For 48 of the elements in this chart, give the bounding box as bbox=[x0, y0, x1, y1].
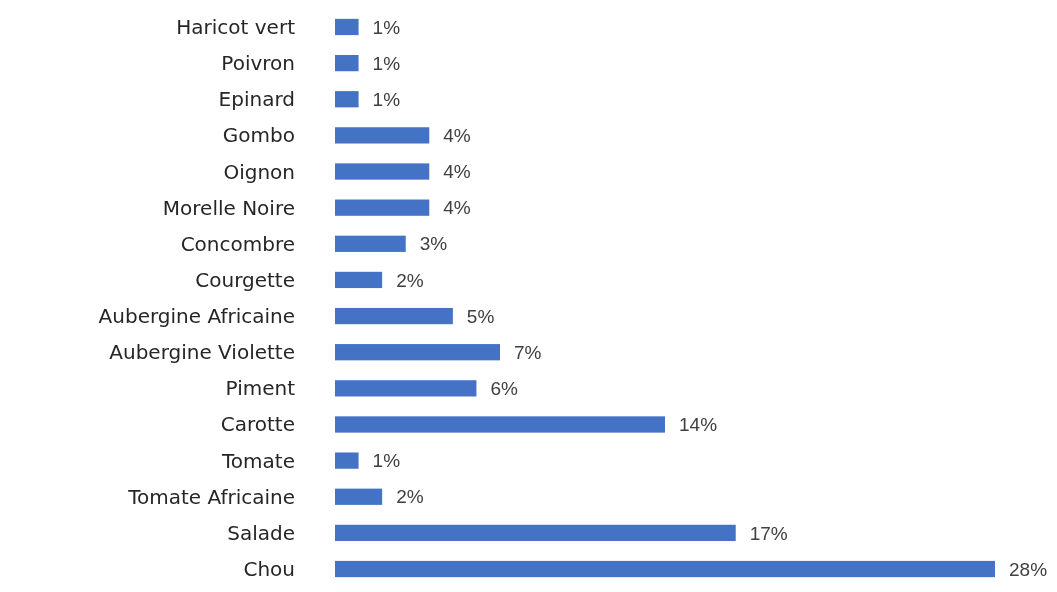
bar bbox=[335, 380, 477, 397]
y-tick-label: Tomate bbox=[221, 448, 295, 473]
y-tick-label: Morelle Noire bbox=[162, 195, 295, 220]
bar bbox=[335, 344, 500, 361]
bar bbox=[335, 452, 359, 469]
data-label: 7% bbox=[514, 341, 542, 363]
data-label: 14% bbox=[679, 414, 718, 436]
bar bbox=[335, 163, 430, 180]
data-label: 4% bbox=[443, 161, 471, 183]
bar bbox=[335, 235, 406, 252]
y-tick-label: Epinard bbox=[218, 87, 295, 112]
data-label: 3% bbox=[419, 233, 448, 255]
y-tick-label: Aubergine Violette bbox=[109, 340, 295, 365]
y-tick-label: Gombo bbox=[222, 123, 295, 148]
y-tick-label: Courgette bbox=[195, 267, 295, 292]
data-label: 5% bbox=[466, 305, 495, 327]
data-label: 1% bbox=[372, 16, 401, 38]
data-label: 1% bbox=[372, 88, 401, 110]
data-label: 1% bbox=[372, 450, 401, 472]
y-tick-label: Concombre bbox=[180, 231, 295, 256]
bar bbox=[335, 416, 665, 433]
y-tick-label: Aubergine Africaine bbox=[98, 304, 295, 329]
y-tick-label: Piment bbox=[225, 376, 296, 401]
bar bbox=[335, 18, 359, 36]
bar bbox=[335, 127, 430, 144]
bar bbox=[335, 524, 736, 542]
bar bbox=[335, 307, 453, 325]
y-tick-label: Carotte bbox=[220, 412, 295, 437]
bar bbox=[335, 560, 995, 578]
bar bbox=[335, 488, 383, 505]
y-tick-label: Chou bbox=[243, 557, 295, 582]
bar bbox=[335, 199, 430, 216]
data-label: 17% bbox=[749, 522, 788, 544]
y-tick-label: Haricot vert bbox=[176, 14, 296, 39]
bar bbox=[335, 54, 359, 72]
bar bbox=[335, 271, 383, 289]
data-label: 2% bbox=[396, 486, 424, 508]
data-label: 6% bbox=[490, 377, 518, 399]
data-label: 4% bbox=[443, 197, 471, 219]
y-tick-label: Poivron bbox=[221, 51, 295, 76]
y-tick-label: Oignon bbox=[223, 159, 295, 184]
data-label: 2% bbox=[396, 269, 424, 291]
data-label: 4% bbox=[443, 125, 471, 147]
bar bbox=[335, 91, 359, 108]
y-tick-label: Tomate Africaine bbox=[127, 484, 295, 509]
y-tick-label: Salade bbox=[227, 520, 295, 545]
data-label: 1% bbox=[372, 52, 401, 74]
data-label: 28% bbox=[1009, 558, 1048, 580]
